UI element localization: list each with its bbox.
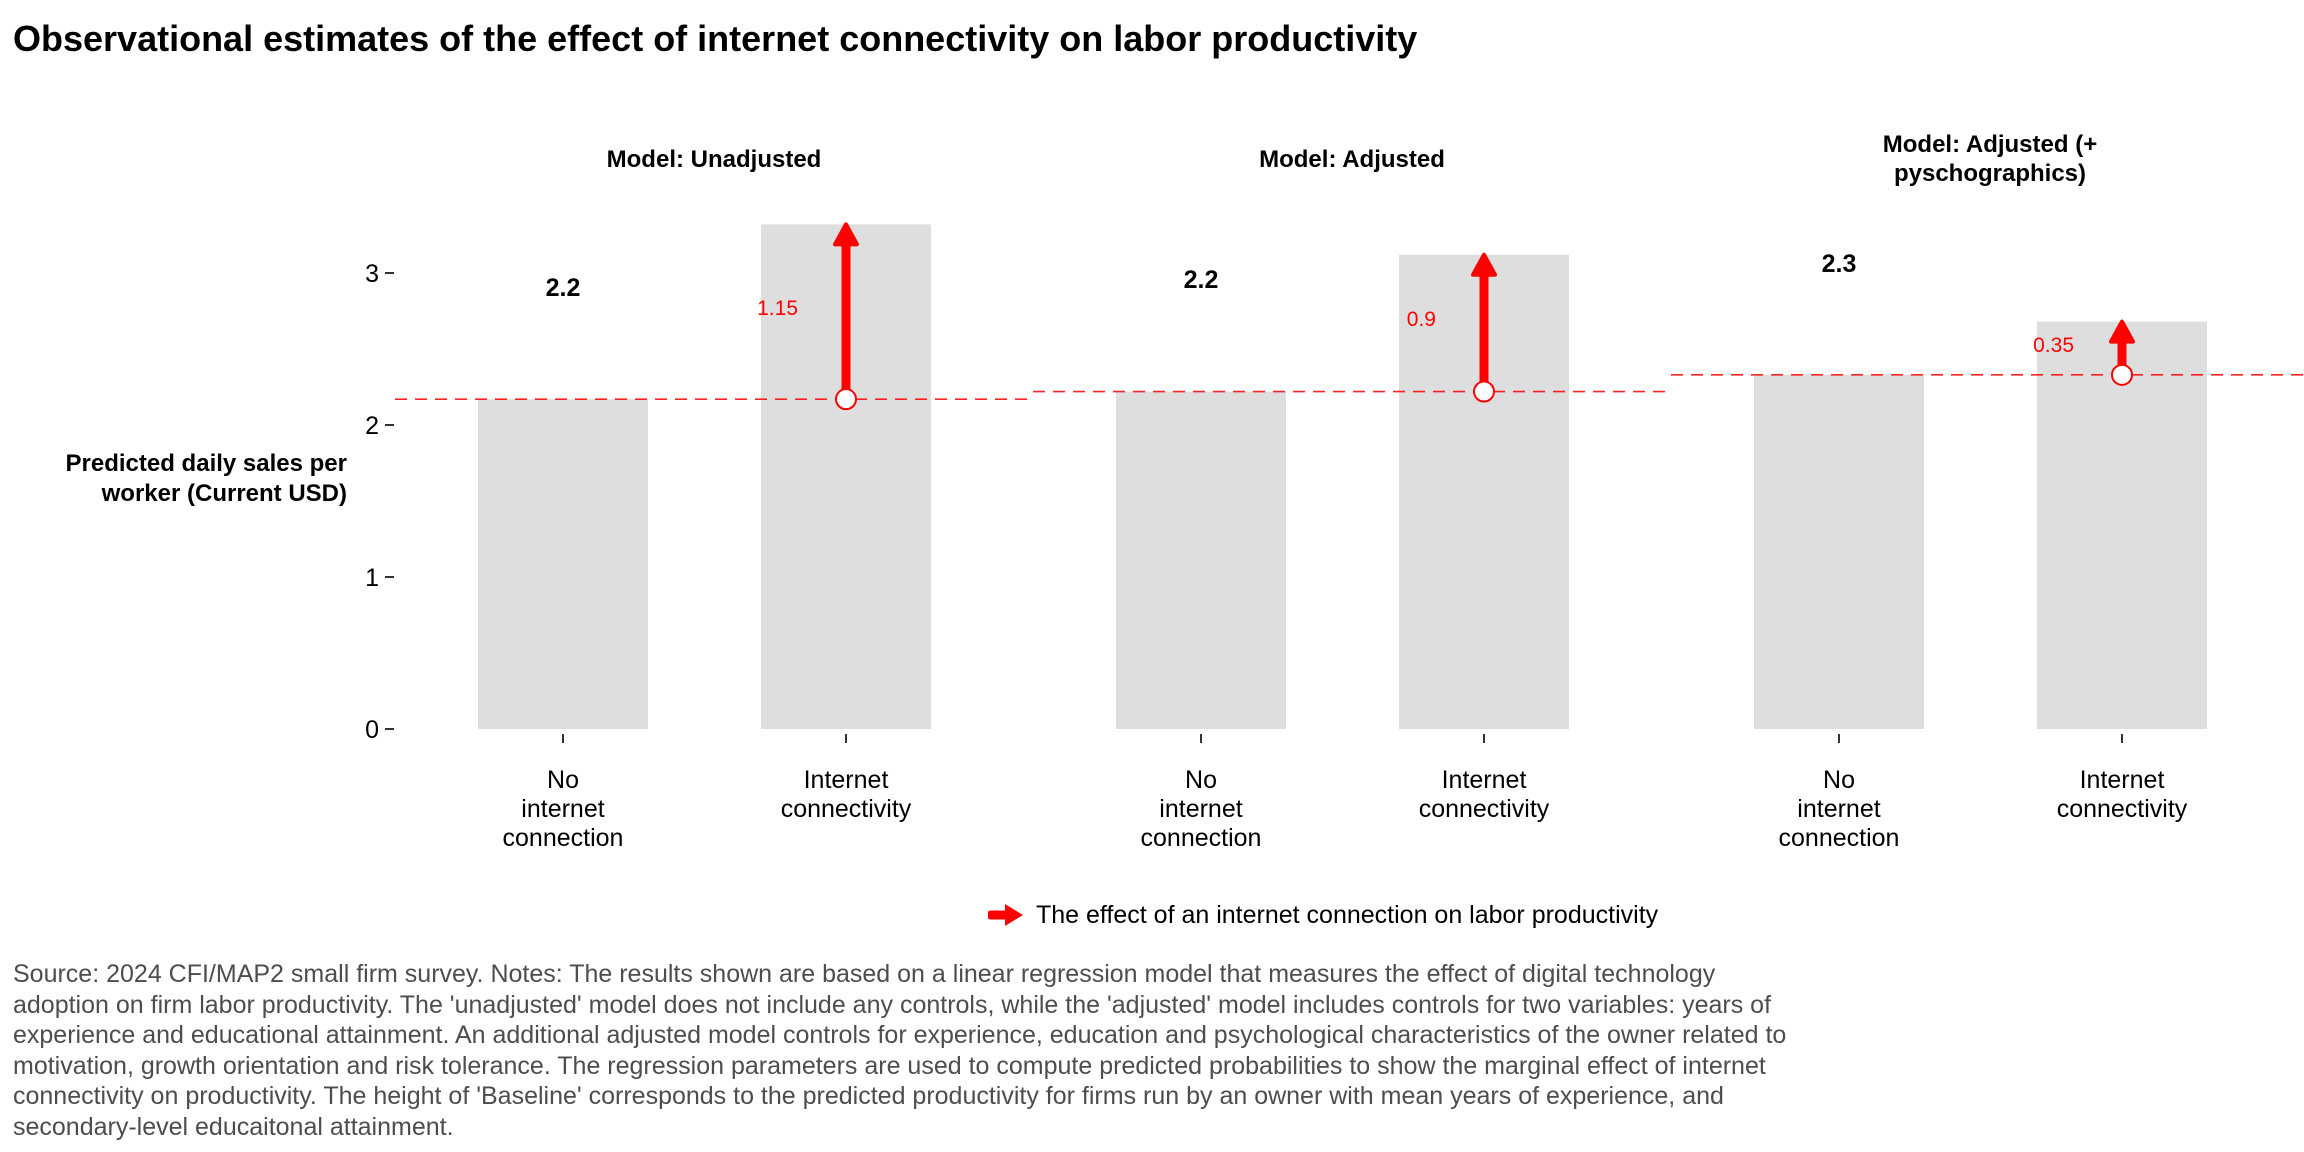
effect-arrow-head	[1471, 252, 1497, 277]
bar-no-internet	[1754, 374, 1924, 729]
x-tick-label: No	[547, 766, 579, 794]
x-tick-label: internet	[1159, 795, 1242, 823]
panel-title: Model: Adjusted	[1259, 146, 1445, 173]
effect-value-label: 1.15	[757, 297, 798, 320]
chart-title: Observational estimates of the effect of…	[13, 18, 1418, 59]
effect-value-label: 0.9	[1407, 308, 1436, 331]
legend-label: The effect of an internet connection on …	[1036, 900, 1659, 929]
y-tick-label: 3	[365, 260, 379, 288]
x-tick-label: connectivity	[1419, 795, 1550, 823]
y-tick-label: 1	[365, 564, 379, 592]
bar-no-internet	[478, 399, 648, 729]
baseline-marker	[1473, 380, 1495, 403]
x-tick-label: connection	[503, 824, 624, 852]
x-tick-label: connectivity	[2057, 795, 2188, 823]
panel-title: pyschographics)	[1894, 160, 2086, 187]
y-axis-label: Predicted daily sales per worker (Curren…	[65, 450, 347, 507]
baseline-value-label: 2.2	[1184, 266, 1219, 294]
x-tick-label: No	[1185, 766, 1217, 794]
effect-arrow-head	[833, 222, 859, 247]
x-tick-label: Internet	[2080, 766, 2165, 794]
x-tick-label: No	[1823, 766, 1855, 794]
effect-value-label: 0.35	[2033, 334, 2074, 357]
baseline-marker	[835, 388, 857, 411]
baseline-value-label: 2.3	[1822, 250, 1857, 278]
x-tick-label: Internet	[804, 766, 889, 794]
panel-title: Model: Unadjusted	[607, 146, 822, 173]
y-tick-label: 0	[365, 716, 379, 744]
y-tick-label: 2	[365, 412, 379, 440]
baseline-value-label: 2.2	[546, 274, 581, 302]
bar-internet	[2037, 321, 2207, 729]
x-tick-label: connectivity	[781, 795, 912, 823]
panel-title: Model: Adjusted (+	[1883, 131, 2097, 158]
x-tick-label: Internet	[1442, 766, 1527, 794]
x-tick-label: internet	[1797, 795, 1880, 823]
legend: The effect of an internet connection on …	[988, 898, 1658, 932]
x-tick-label: connection	[1141, 824, 1262, 852]
baseline-marker	[2111, 363, 2133, 386]
x-tick-label: internet	[521, 795, 604, 823]
x-tick-label: connection	[1779, 824, 1900, 852]
footer-note: Source: 2024 CFI/MAP2 small firm survey.…	[13, 960, 1787, 1141]
red-arrow-icon	[988, 904, 1023, 926]
effect-arrow-head	[2109, 319, 2135, 344]
bar-no-internet	[1116, 391, 1286, 729]
